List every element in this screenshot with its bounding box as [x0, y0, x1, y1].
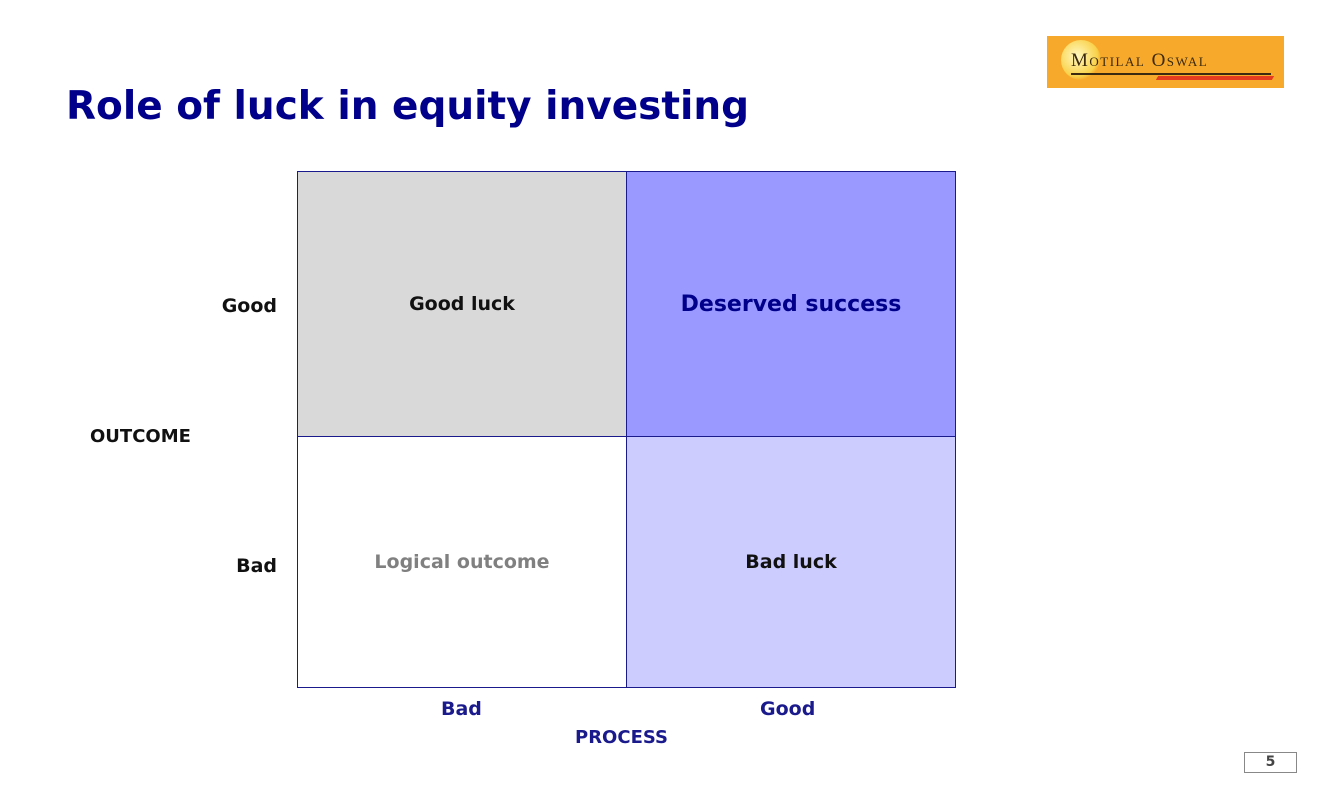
quadrant-deserved-success: Deserved success: [626, 171, 956, 437]
logo-text: Motilal Oswal: [1071, 50, 1209, 71]
page-number: 5: [1244, 752, 1297, 773]
quadrant-label: Bad luck: [745, 551, 837, 573]
slide-title: Role of luck in equity investing: [66, 84, 750, 129]
x-axis-label-good: Good: [760, 698, 816, 720]
quadrant-logical-outcome: Logical outcome: [297, 436, 627, 688]
quadrant-bad-luck: Bad luck: [626, 436, 956, 688]
quadrant-good-luck: Good luck: [297, 171, 627, 437]
quadrant-label: Logical outcome: [374, 551, 550, 573]
logo-swoosh: [1155, 76, 1275, 80]
x-axis-title: PROCESS: [575, 727, 668, 748]
logo-underline: [1071, 73, 1271, 75]
y-axis-title: OUTCOME: [90, 426, 191, 447]
motilal-oswal-logo: Motilal Oswal: [1047, 36, 1284, 88]
y-axis-label-good: Good: [221, 295, 277, 317]
y-axis-label-bad: Bad: [236, 555, 277, 577]
quadrant-label: Good luck: [409, 293, 515, 315]
x-axis-label-bad: Bad: [441, 698, 482, 720]
quadrant-label: Deserved success: [680, 291, 902, 317]
